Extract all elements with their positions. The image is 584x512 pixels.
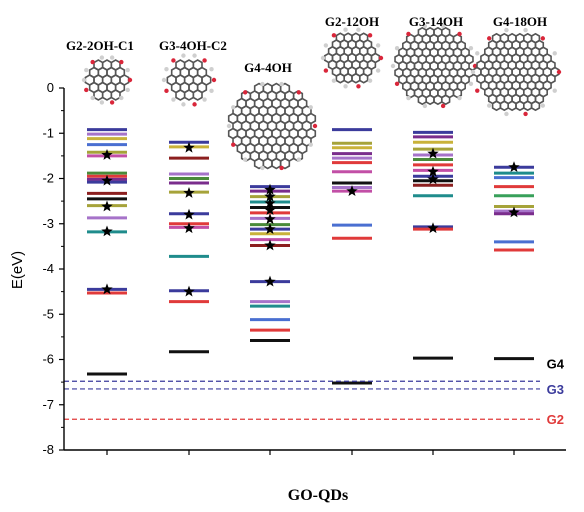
star-marker [183,208,195,220]
axes: 0 -1 -2 -3 -4 -5 -6 -7 -8 E(eV) GO-QDs [9,80,566,504]
star-marker [264,183,276,195]
star-marker [101,225,113,237]
star-marker [264,190,276,202]
star-marker [346,185,358,197]
molecule-structure [320,27,384,89]
star-marker [101,174,113,186]
star-marker [508,161,520,173]
level-column [332,128,372,385]
molecule-structures [81,23,562,171]
category-label: G4-4OH [244,60,292,75]
star-marker [264,213,276,225]
level-column [250,183,290,342]
molecule-structure [470,27,562,117]
y-tick-label: -5 [42,306,54,321]
star-marker [427,147,439,159]
star-marker [183,186,195,198]
category-label: G3-4OH-C2 [159,38,227,53]
star-marker [101,148,113,160]
reference-line-label: G2 [547,412,564,427]
star-marker [264,239,276,251]
level-column [87,128,127,376]
level-column [413,130,453,360]
y-tick-label: -6 [42,352,54,367]
star-marker [183,285,195,297]
star-marker [101,283,113,295]
star-marker [101,200,113,212]
category-label: G3-14OH [409,14,463,29]
x-axis-title: GO-QDs [288,487,348,504]
molecule-structure [226,81,318,171]
category-label: G2-2OH-C1 [66,38,134,53]
star-marker [427,165,439,177]
star-marker [183,141,195,153]
y-tick-label: -4 [42,261,54,276]
reference-lines: G4 G3 G2 [64,357,565,427]
reference-line-label: G3 [547,382,564,397]
molecule-structure [81,55,133,105]
reference-line-label: G4 [547,357,565,372]
star-marker [427,173,439,185]
y-tick-label: -3 [42,216,54,231]
star-marker [264,223,276,235]
y-tick-label: -8 [42,442,54,457]
category-labels: G2-2OH-C1 G3-4OH-C2 G4-4OH G2-12OH G3-14OH G4… [66,14,547,75]
star-marker [264,204,276,216]
y-tick-label: -2 [42,171,54,186]
level-column [169,140,209,354]
level-column [494,161,534,361]
molecule-structure [390,23,478,109]
star-marker [264,197,276,209]
category-label: G4-18OH [493,14,547,29]
y-tick-label: -7 [42,397,54,412]
star-marker [264,275,276,287]
star-marker [427,222,439,234]
category-label: G2-12OH [325,14,379,29]
y-tick-label: -1 [42,125,54,140]
star-marker [183,222,195,234]
star-marker [508,206,520,218]
energy-levels [87,128,534,385]
molecule-structure [161,53,217,107]
y-tick-label: 0 [47,80,54,95]
y-axis-title: E(eV) [9,251,26,289]
